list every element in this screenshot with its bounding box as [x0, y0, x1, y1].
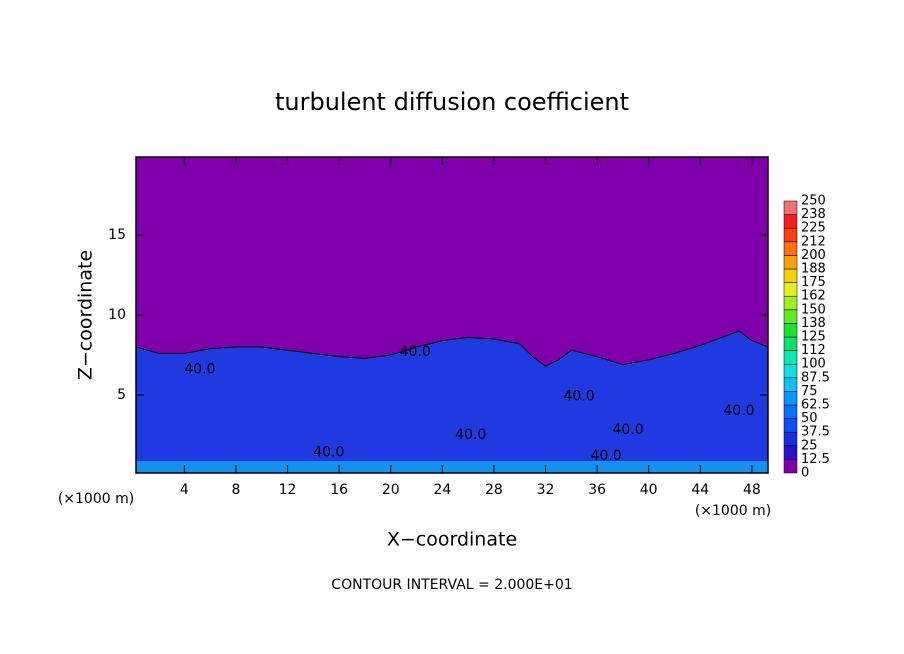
colorbar-swatch	[783, 227, 798, 243]
colorbar-swatch	[783, 309, 798, 324]
colorbar-swatch	[783, 323, 798, 338]
colorbar-swatch	[783, 255, 798, 270]
colorbar-swatch	[783, 214, 798, 229]
colorbar-label: 37.5	[801, 425, 830, 440]
colorbar-swatch	[783, 445, 798, 460]
x-axis-label: X−coordinate	[387, 529, 517, 551]
colorbar-swatch	[783, 363, 798, 379]
x-tick-label: 4	[180, 482, 189, 498]
colorbar-swatch	[783, 431, 798, 447]
x-tick-label: 20	[382, 482, 400, 498]
colorbar-swatch	[783, 350, 798, 365]
footnote: CONTOUR INTERVAL = 2.000E+01	[331, 577, 572, 593]
colorbar-label: 175	[801, 275, 826, 290]
contour-label: 40.0	[563, 389, 594, 405]
contour-label: 40.0	[400, 344, 431, 360]
colorbar-label: 125	[801, 330, 826, 345]
chart-title: turbulent diffusion coefficient	[275, 88, 629, 116]
colorbar-swatch	[783, 295, 798, 311]
x-tick-label: 36	[588, 482, 606, 498]
x-tick-label: 32	[537, 482, 555, 498]
colorbar-label: 75	[801, 384, 818, 399]
x-tick-label: 8	[231, 482, 240, 498]
x-tick-label: 28	[485, 482, 503, 498]
colorbar-swatch	[783, 200, 798, 215]
colorbar-swatch	[783, 418, 798, 433]
contour-label: 40.0	[184, 361, 215, 377]
colorbar-label: 238	[801, 207, 826, 222]
surface-layer	[136, 461, 768, 473]
colorbar-label: 150	[801, 302, 826, 317]
colorbar-label: 212	[801, 234, 826, 249]
colorbar-label: 100	[801, 357, 826, 372]
y-tick-label: 5	[117, 387, 126, 403]
colorbar-label: 62.5	[801, 398, 830, 413]
x-unit-label: (×1000 m)	[58, 491, 134, 507]
contour-label: 40.0	[723, 403, 754, 419]
x-tick-label: 12	[279, 482, 297, 498]
colorbar-label: 112	[801, 343, 826, 358]
colorbar-swatch	[783, 282, 798, 297]
colorbar-label: 12.5	[801, 452, 830, 467]
colorbar-label: 200	[801, 248, 826, 263]
colorbar-label: 0	[801, 466, 809, 481]
colorbar-label: 162	[801, 289, 826, 304]
colorbar-label: 25	[801, 438, 818, 453]
contour-label: 40.0	[612, 422, 643, 438]
colorbar-label: 50	[801, 411, 818, 426]
y-axis-label: Z−coordinate	[75, 250, 97, 380]
y-tick-label: 15	[108, 227, 126, 243]
colorbar-swatch	[783, 377, 798, 392]
x-tick-label: 48	[743, 482, 761, 498]
colorbar-swatch	[783, 459, 798, 474]
contour-label: 40.0	[313, 445, 344, 461]
colorbar-label: 87.5	[801, 370, 830, 385]
colorbar-swatch	[783, 268, 798, 283]
colorbar-swatch	[783, 336, 798, 351]
colorbar-label: 138	[801, 316, 826, 331]
colorbar-swatch	[783, 404, 798, 419]
y-tick-label: 10	[108, 307, 126, 323]
x-tick-label: 24	[433, 482, 451, 498]
colorbar-label: 250	[801, 194, 826, 209]
colorbar-label: 188	[801, 262, 826, 277]
x-unit-label: (×1000 m)	[695, 503, 771, 519]
colorbar-swatch	[783, 391, 798, 406]
colorbar-label: 225	[801, 221, 826, 236]
colorbar-swatch	[783, 241, 798, 256]
x-tick-label: 44	[691, 482, 709, 498]
x-tick-label: 40	[640, 482, 658, 498]
contour-label: 40.0	[591, 448, 622, 464]
contour-label: 40.0	[455, 427, 486, 443]
x-tick-label: 16	[330, 482, 348, 498]
turbulent-layer	[135, 330, 769, 474]
